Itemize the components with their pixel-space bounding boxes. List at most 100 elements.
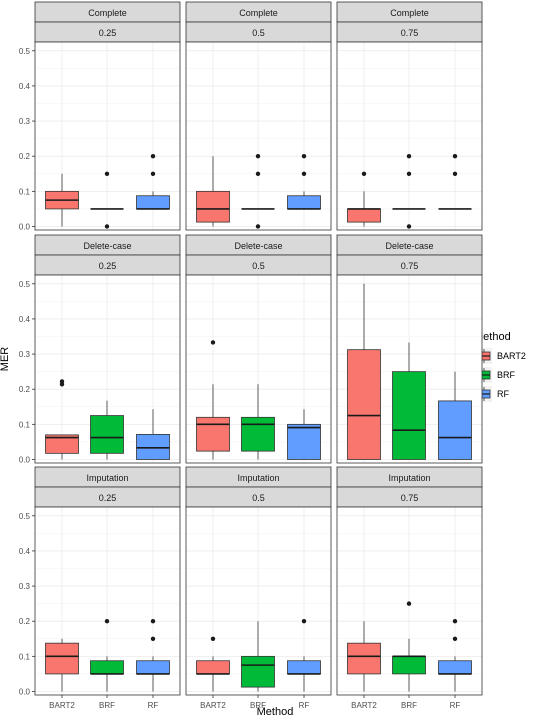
box-bart2 <box>347 283 381 460</box>
strip-row-label: Imputation <box>86 473 128 483</box>
strip-row-label: Imputation <box>237 473 279 483</box>
box-body <box>347 642 381 675</box>
outlier-point <box>255 154 261 159</box>
box-rf <box>136 619 170 692</box>
panel-border <box>185 274 332 464</box>
outlier-point <box>210 340 216 345</box>
panel-border <box>34 274 181 464</box>
box-brf <box>241 384 275 460</box>
facet-panel: Delete-case 0.5 <box>185 234 332 464</box>
strip-row-label: Complete <box>88 8 127 18</box>
box-body <box>90 415 124 454</box>
strip-row-label: Delete-case <box>234 241 282 251</box>
outlier-point <box>150 619 156 624</box>
y-tick-label: 0.1 <box>19 652 31 661</box>
box-body <box>241 655 275 688</box>
box-rf <box>438 619 472 692</box>
strip-row-label: Delete-case <box>385 241 433 251</box>
x-tick-label: RF <box>450 701 461 710</box>
y-tick-label: 0.3 <box>19 582 31 591</box>
x-tick-label: BART2 <box>351 701 377 710</box>
x-tick-label: BART2 <box>49 701 75 710</box>
box-body <box>136 433 170 460</box>
box-body <box>392 371 426 460</box>
box-rf <box>438 371 472 460</box>
box-bart2 <box>196 636 230 692</box>
box-body <box>438 660 472 675</box>
box-bart2 <box>45 638 79 692</box>
box-rf <box>287 619 321 692</box>
box-body <box>287 195 321 210</box>
strip-row-label: Delete-case <box>83 241 131 251</box>
x-tick-label: RF <box>148 701 159 710</box>
x-tick-label: BRF <box>401 701 417 710</box>
y-axis-title: MER <box>0 347 11 372</box>
outlier-point <box>406 601 412 606</box>
box-body <box>347 349 381 460</box>
y-tick-label: 0.2 <box>19 617 31 626</box>
box-body <box>287 423 321 460</box>
facet-panel: Imputation 0.5 BART2 BRF RF <box>185 466 332 710</box>
box-brf <box>392 601 426 692</box>
box-body <box>196 190 230 223</box>
legend-label: BRF <box>497 370 516 380</box>
strip-col-label: 0.25 <box>99 261 117 271</box>
box-body <box>347 208 381 223</box>
panel-border <box>336 506 483 696</box>
outlier-point <box>104 224 110 229</box>
outlier-point <box>255 171 261 176</box>
legend-key-bart2: BART2 <box>476 348 526 364</box>
facet-panel: Complete 0.25 0.0 0.1 0.2 0.3 0.4 0.5 <box>19 1 181 231</box>
outlier-point <box>452 619 458 624</box>
y-tick-label: 0.5 <box>19 512 31 521</box>
box-body <box>196 416 230 452</box>
y-tick-label: 0.5 <box>19 47 31 56</box>
strip-col-label: 0.5 <box>252 493 265 503</box>
box-bart2 <box>347 171 381 227</box>
outlier-point <box>150 636 156 641</box>
box-body <box>45 642 79 675</box>
outlier-point <box>452 154 458 159</box>
box-body <box>392 655 426 675</box>
facet-panel: Delete-case 0.75 <box>336 234 483 464</box>
outlier-point <box>406 224 412 229</box>
y-tick-label: 0.0 <box>19 222 31 231</box>
box-rf <box>136 154 170 210</box>
strip-col-label: 0.75 <box>401 28 419 38</box>
box-rf <box>438 154 472 210</box>
y-tick-label: 0.1 <box>19 187 31 196</box>
panel-border <box>185 41 332 231</box>
box-brf <box>392 342 426 460</box>
outlier-point <box>150 154 156 159</box>
y-tick-label: 0.2 <box>19 152 31 161</box>
box-brf <box>241 621 275 692</box>
plot-background <box>337 42 482 230</box>
strip-row-label: Imputation <box>388 473 430 483</box>
box-body <box>136 195 170 210</box>
y-tick-label: 0.5 <box>19 280 31 289</box>
x-tick-label: RF <box>299 701 310 710</box>
outlier-point <box>255 224 261 229</box>
box-brf <box>90 171 124 229</box>
y-tick-label: 0.0 <box>19 687 31 696</box>
x-tick-label: BART2 <box>200 701 226 710</box>
outlier-point <box>452 636 458 641</box>
box-bart2 <box>196 156 230 227</box>
outlier-point <box>301 619 307 624</box>
x-tick-label: BRF <box>250 701 266 710</box>
facet-panel: Complete 0.75 <box>336 1 483 231</box>
box-brf <box>90 400 124 460</box>
box-body <box>45 434 79 454</box>
legend-title: Method <box>474 331 511 343</box>
box-bart2 <box>45 379 79 460</box>
box-body <box>196 660 230 675</box>
outlier-point <box>406 154 412 159</box>
x-axis-title: Method <box>257 706 294 718</box>
y-tick-label: 0.3 <box>19 117 31 126</box>
panel-border <box>34 41 181 231</box>
facet-panel: Imputation 0.75 BART2 BRF RF <box>336 466 483 710</box>
y-tick-label: 0.0 <box>19 455 31 464</box>
y-tick-label: 0.1 <box>19 420 31 429</box>
box-body <box>438 400 472 460</box>
box-bart2 <box>45 173 79 227</box>
